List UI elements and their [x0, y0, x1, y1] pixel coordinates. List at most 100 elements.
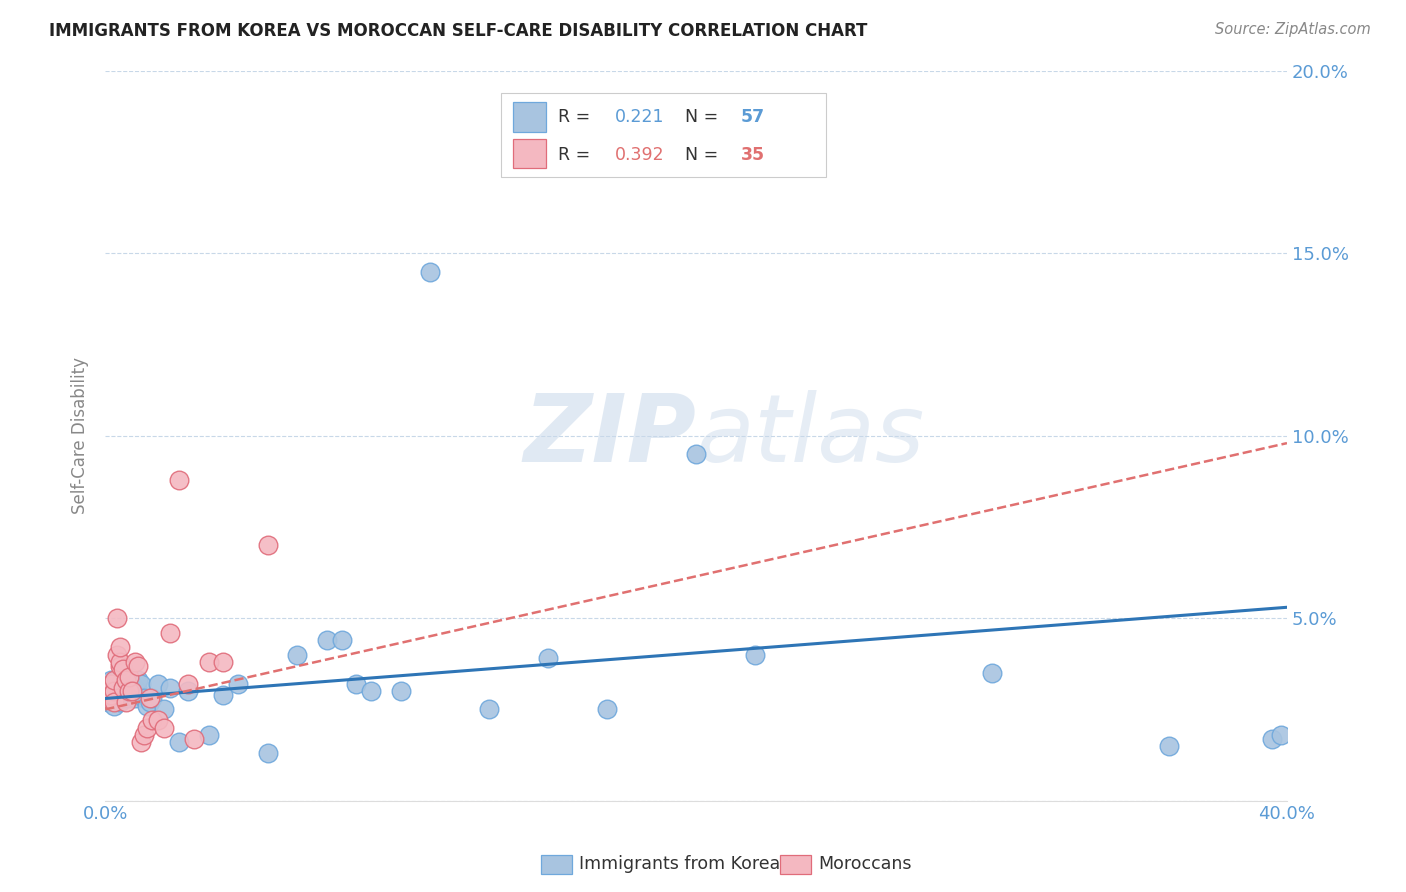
Text: N =: N =: [686, 146, 724, 164]
Point: [285, 648, 308, 662]
Point: [197, 655, 219, 669]
Point: [115, 681, 138, 695]
Point: [111, 681, 134, 695]
Point: [115, 688, 138, 702]
Text: 35: 35: [741, 146, 765, 164]
Point: [148, 677, 170, 691]
Point: [212, 655, 235, 669]
Point: [141, 714, 163, 728]
Point: [159, 681, 181, 695]
Point: [108, 658, 131, 673]
Point: [108, 640, 131, 655]
Text: Immigrants from Korea: Immigrants from Korea: [579, 855, 780, 873]
Point: [127, 673, 149, 688]
Point: [124, 655, 146, 669]
FancyBboxPatch shape: [513, 139, 546, 168]
Point: [1270, 728, 1292, 742]
Point: [108, 655, 131, 669]
Point: [138, 691, 160, 706]
Text: 0.392: 0.392: [614, 146, 664, 164]
Point: [153, 721, 176, 735]
Point: [315, 633, 337, 648]
Point: [177, 677, 200, 691]
Point: [103, 688, 125, 702]
Point: [97, 684, 120, 698]
Point: [132, 691, 155, 706]
Point: [97, 691, 120, 706]
Point: [115, 695, 138, 709]
Text: 57: 57: [741, 108, 765, 126]
Point: [127, 658, 149, 673]
Point: [124, 681, 146, 695]
Point: [103, 677, 125, 691]
Text: atlas: atlas: [696, 391, 924, 482]
Point: [537, 651, 560, 665]
Point: [256, 746, 278, 760]
Text: ZIP: ZIP: [523, 390, 696, 482]
Point: [478, 702, 501, 716]
Point: [256, 538, 278, 552]
Point: [138, 695, 160, 709]
Point: [183, 731, 205, 746]
Point: [100, 688, 122, 702]
Point: [129, 735, 152, 749]
Y-axis label: Self-Care Disability: Self-Care Disability: [72, 358, 89, 515]
Point: [159, 625, 181, 640]
Text: 0.221: 0.221: [614, 108, 664, 126]
Point: [97, 684, 120, 698]
Point: [197, 728, 219, 742]
Point: [744, 648, 766, 662]
FancyBboxPatch shape: [501, 93, 827, 177]
Point: [129, 677, 152, 691]
Point: [103, 684, 125, 698]
Point: [118, 684, 141, 698]
Point: [118, 691, 141, 706]
Point: [105, 673, 128, 688]
Point: [389, 684, 412, 698]
Point: [330, 633, 353, 648]
Point: [103, 695, 125, 709]
Point: [135, 721, 157, 735]
Point: [97, 695, 120, 709]
Point: [111, 681, 134, 695]
Text: IMMIGRANTS FROM KOREA VS MOROCCAN SELF-CARE DISABILITY CORRELATION CHART: IMMIGRANTS FROM KOREA VS MOROCCAN SELF-C…: [49, 22, 868, 40]
Point: [121, 684, 143, 698]
Point: [344, 677, 367, 691]
Point: [596, 702, 619, 716]
Point: [167, 473, 190, 487]
Point: [124, 691, 146, 706]
FancyBboxPatch shape: [513, 103, 546, 132]
Point: [100, 691, 122, 706]
Point: [1261, 731, 1284, 746]
Point: [121, 688, 143, 702]
Point: [148, 714, 170, 728]
Point: [111, 662, 134, 676]
Point: [103, 673, 125, 688]
Text: Source: ZipAtlas.com: Source: ZipAtlas.com: [1215, 22, 1371, 37]
Point: [118, 684, 141, 698]
Point: [115, 673, 138, 688]
Text: R =: R =: [558, 146, 596, 164]
Point: [108, 677, 131, 691]
Point: [685, 447, 707, 461]
Point: [141, 691, 163, 706]
Point: [177, 684, 200, 698]
Point: [115, 670, 138, 684]
Point: [105, 648, 128, 662]
Point: [118, 670, 141, 684]
Point: [360, 684, 382, 698]
Point: [132, 728, 155, 742]
Point: [105, 691, 128, 706]
Point: [135, 698, 157, 713]
Text: R =: R =: [558, 108, 596, 126]
Text: N =: N =: [686, 108, 724, 126]
Text: Moroccans: Moroccans: [818, 855, 912, 873]
Point: [108, 684, 131, 698]
Point: [121, 677, 143, 691]
Point: [153, 702, 176, 716]
Point: [1157, 739, 1180, 753]
Point: [212, 688, 235, 702]
Point: [980, 665, 1002, 680]
Point: [111, 691, 134, 706]
Point: [167, 735, 190, 749]
